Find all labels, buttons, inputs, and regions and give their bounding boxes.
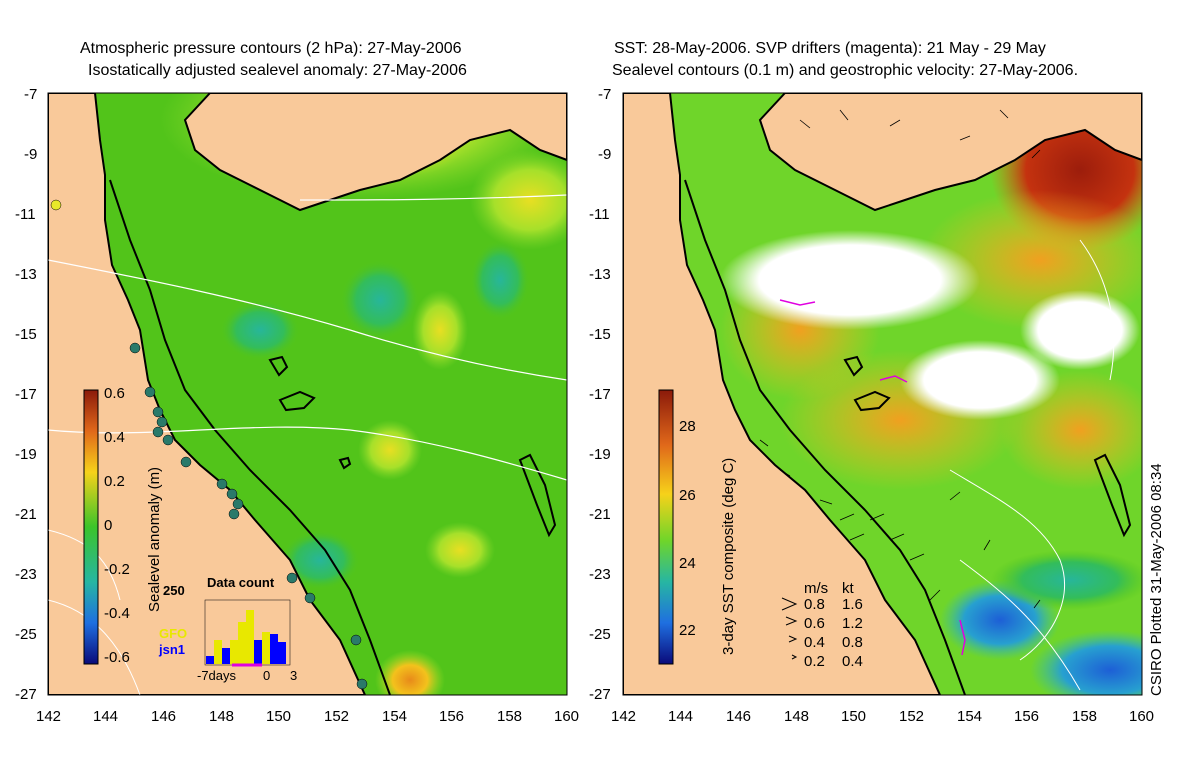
left-colorbar	[83, 389, 99, 665]
papua-new-guinea-land	[183, 93, 567, 212]
right-lat-tick: -21	[589, 506, 611, 523]
right-lat-tick: -19	[589, 446, 611, 463]
left-lon-tick: 158	[497, 708, 523, 725]
right-lon-tick: 160	[1129, 708, 1155, 725]
right-lat-tick: -11	[589, 206, 610, 223]
left-title-line1: Atmospheric pressure contours (2 hPa): 2…	[80, 40, 462, 57]
left-lon-tick: 154	[382, 708, 408, 725]
left-lon-tick: 156	[439, 708, 465, 725]
left-lat-tick: -15	[15, 326, 37, 343]
right-lon-tick: 152	[899, 708, 925, 725]
velocity-legend-ms: 0.2	[804, 653, 825, 670]
left-lon-tick: 148	[209, 708, 235, 725]
right-title-line1: SST: 28-May-2006. SVP drifters (magenta)…	[614, 40, 1046, 57]
left-lon-tick: 152	[324, 708, 350, 725]
left-lat-tick: -7	[24, 86, 38, 103]
right-colorbar-tick: 24	[679, 555, 696, 572]
right-lat-tick: -27	[589, 686, 611, 703]
left-lat-tick: -9	[24, 146, 38, 163]
right-lat-tick: -17	[589, 386, 611, 403]
cool-sst-region	[1030, 630, 1142, 695]
right-lon-tick: 150	[841, 708, 867, 725]
right-colorbar-tick: 22	[679, 622, 696, 639]
shelf-contour	[109, 179, 391, 695]
left-colorbar-label: Sealevel anomaly (m)	[146, 466, 163, 612]
left-colorbar-tick: 0	[104, 517, 113, 534]
right-lat-tick: -13	[589, 266, 611, 283]
right-lon-tick: 156	[1014, 708, 1040, 725]
velocity-legend-ms: 0.6	[804, 615, 825, 632]
right-lat-tick: -7	[598, 86, 612, 103]
velocity-legend-ms: 0.4	[804, 634, 825, 651]
right-lat-tick: -9	[598, 146, 612, 163]
data-count-inset	[204, 599, 291, 667]
left-title-line2: Isostatically adjusted sealevel anomaly:…	[88, 62, 467, 79]
right-colorbar	[658, 389, 674, 665]
right-map-frame	[622, 92, 1143, 696]
left-colorbar-tick: 0.2	[104, 473, 125, 490]
pressure-contour	[48, 259, 567, 381]
left-map-panel	[48, 93, 567, 695]
velocity-legend-header-kt: kt	[842, 580, 854, 597]
velocity-arrows	[759, 109, 1041, 609]
right-lat-tick: -23	[589, 566, 611, 583]
left-lat-tick: -21	[15, 506, 37, 523]
right-colorbar-tick: 26	[679, 487, 696, 504]
papua-new-guinea-land-right	[758, 93, 1142, 212]
australia-land-right	[623, 93, 942, 695]
inset-ymax: 250	[163, 583, 185, 598]
left-lat-tick: -27	[15, 686, 37, 703]
left-lat-tick: -13	[15, 266, 37, 283]
inset-xlabel-three: 3	[290, 668, 298, 683]
inset-legend-gfo: GFO	[159, 626, 188, 641]
left-colorbar-tick: -0.6	[104, 649, 130, 666]
left-lon-tick: 142	[36, 708, 62, 725]
tide-gauge-markers	[50, 199, 368, 690]
plot-credit: CSIRO Plotted 31-May-2006 08:34	[1148, 463, 1165, 696]
right-lon-tick: 154	[957, 708, 983, 725]
drifter-track	[779, 299, 816, 306]
velocity-legend-kt: 1.2	[842, 615, 863, 632]
left-colorbar-tick: 0.6	[104, 385, 125, 402]
left-lon-tick: 146	[151, 708, 177, 725]
left-lat-tick: -19	[15, 446, 37, 463]
right-lat-tick: -25	[589, 626, 611, 643]
right-lon-tick: 142	[611, 708, 637, 725]
inset-xlabel-start: -7days	[197, 668, 237, 683]
cloud-mask	[720, 230, 980, 330]
right-lon-tick: 146	[726, 708, 752, 725]
right-colorbar-label: 3-day SST composite (deg C)	[720, 457, 737, 655]
left-lon-tick: 160	[554, 708, 580, 725]
left-lat-tick: -25	[15, 626, 37, 643]
right-lon-tick: 148	[784, 708, 810, 725]
right-title-line2: Sealevel contours (0.1 m) and geostrophi…	[612, 62, 1079, 79]
velocity-legend-header-ms: m/s	[804, 580, 829, 597]
velocity-legend-kt: 0.4	[842, 653, 863, 670]
velocity-legend-kt: 0.8	[842, 634, 863, 651]
australia-land	[48, 93, 367, 695]
sealevel-contour	[949, 469, 1065, 661]
left-map-frame	[47, 92, 568, 696]
left-lat-tick: -23	[15, 566, 37, 583]
left-colorbar-tick: 0.4	[104, 429, 125, 446]
left-lon-tick: 150	[266, 708, 292, 725]
inset-title: Data count	[207, 575, 275, 590]
left-colorbar-tick: -0.4	[104, 605, 130, 622]
velocity-legend-ms: 0.8	[804, 596, 825, 613]
left-lon-tick: 144	[93, 708, 119, 725]
velocity-legend-arrows	[781, 597, 798, 660]
right-lon-tick: 144	[668, 708, 694, 725]
right-colorbar-tick: 28	[679, 418, 696, 435]
inset-legend-jsn1: jsn1	[159, 642, 186, 657]
left-lat-tick: -17	[15, 386, 37, 403]
left-colorbar-tick: -0.2	[104, 561, 130, 578]
right-lat-tick: -15	[589, 326, 611, 343]
left-lat-tick: -11	[15, 206, 36, 223]
low-anomaly-blob	[340, 260, 420, 340]
velocity-legend-kt: 1.6	[842, 596, 863, 613]
right-map-panel	[623, 93, 1142, 695]
inset-xlabel-zero: 0	[263, 668, 271, 683]
right-lon-tick: 158	[1072, 708, 1098, 725]
